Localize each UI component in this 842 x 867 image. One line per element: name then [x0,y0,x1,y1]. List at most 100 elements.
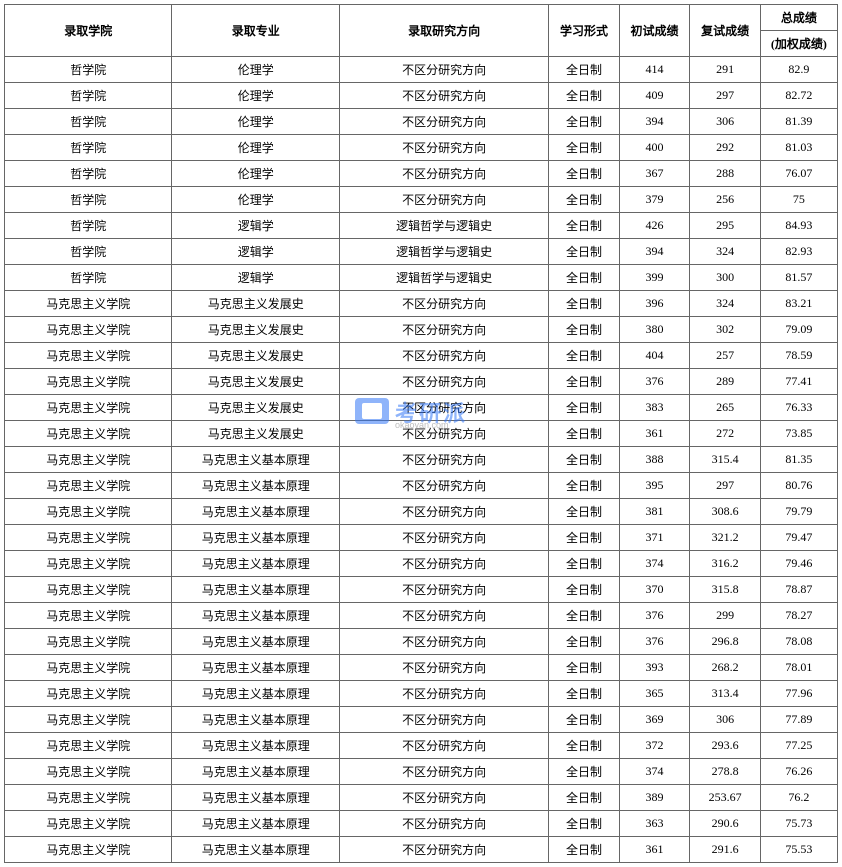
cell-retest-score: 306 [690,707,761,733]
cell-major: 马克思主义基本原理 [172,603,339,629]
cell-retest-score: 315.4 [690,447,761,473]
cell-first-score: 404 [619,343,690,369]
cell-direction: 不区分研究方向 [339,525,548,551]
table-row: 马克思主义学院马克思主义基本原理不区分研究方向全日制370315.878.87 [5,577,838,603]
cell-college: 马克思主义学院 [5,733,172,759]
admission-scores-table: 录取学院 录取专业 录取研究方向 学习形式 初试成绩 复试成绩 总成绩 (加权成… [4,4,838,863]
cell-first-score: 376 [619,369,690,395]
header-major: 录取专业 [172,5,339,57]
cell-first-score: 394 [619,239,690,265]
cell-major: 马克思主义基本原理 [172,551,339,577]
cell-major: 马克思主义发展史 [172,421,339,447]
cell-mode: 全日制 [549,681,620,707]
cell-first-score: 394 [619,109,690,135]
cell-retest-score: 297 [690,473,761,499]
cell-direction: 不区分研究方向 [339,187,548,213]
cell-total-score: 73.85 [760,421,837,447]
header-retest-score: 复试成绩 [690,5,761,57]
cell-total-score: 76.2 [760,785,837,811]
cell-retest-score: 297 [690,83,761,109]
cell-retest-score: 313.4 [690,681,761,707]
table-row: 马克思主义学院马克思主义基本原理不区分研究方向全日制374278.876.26 [5,759,838,785]
cell-first-score: 370 [619,577,690,603]
cell-first-score: 409 [619,83,690,109]
cell-total-score: 79.79 [760,499,837,525]
table-row: 哲学院伦理学不区分研究方向全日制39430681.39 [5,109,838,135]
cell-mode: 全日制 [549,525,620,551]
cell-college: 马克思主义学院 [5,395,172,421]
cell-direction: 不区分研究方向 [339,135,548,161]
cell-total-score: 82.72 [760,83,837,109]
table-row: 马克思主义学院马克思主义发展史不区分研究方向全日制39632483.21 [5,291,838,317]
cell-major: 马克思主义基本原理 [172,707,339,733]
cell-major: 马克思主义基本原理 [172,785,339,811]
cell-retest-score: 299 [690,603,761,629]
cell-direction: 不区分研究方向 [339,603,548,629]
cell-college: 哲学院 [5,57,172,83]
cell-major: 马克思主义基本原理 [172,629,339,655]
cell-college: 马克思主义学院 [5,499,172,525]
header-total-top: 总成绩 [760,5,837,31]
cell-retest-score: 308.6 [690,499,761,525]
cell-major: 马克思主义发展史 [172,395,339,421]
cell-total-score: 84.93 [760,213,837,239]
cell-direction: 不区分研究方向 [339,785,548,811]
cell-major: 伦理学 [172,57,339,83]
cell-first-score: 426 [619,213,690,239]
cell-total-score: 78.08 [760,629,837,655]
table-row: 马克思主义学院马克思主义基本原理不区分研究方向全日制389253.6776.2 [5,785,838,811]
cell-direction: 不区分研究方向 [339,707,548,733]
cell-mode: 全日制 [549,343,620,369]
cell-retest-score: 272 [690,421,761,447]
cell-mode: 全日制 [549,759,620,785]
cell-total-score: 78.27 [760,603,837,629]
cell-total-score: 78.87 [760,577,837,603]
cell-mode: 全日制 [549,733,620,759]
cell-mode: 全日制 [549,109,620,135]
cell-total-score: 80.76 [760,473,837,499]
cell-college: 马克思主义学院 [5,421,172,447]
cell-major: 伦理学 [172,187,339,213]
cell-major: 马克思主义基本原理 [172,681,339,707]
cell-total-score: 77.96 [760,681,837,707]
cell-total-score: 81.57 [760,265,837,291]
cell-first-score: 389 [619,785,690,811]
table-row: 马克思主义学院马克思主义基本原理不区分研究方向全日制381308.679.79 [5,499,838,525]
cell-direction: 不区分研究方向 [339,655,548,681]
cell-direction: 不区分研究方向 [339,291,548,317]
cell-college: 哲学院 [5,239,172,265]
cell-first-score: 374 [619,759,690,785]
cell-mode: 全日制 [549,603,620,629]
cell-college: 马克思主义学院 [5,629,172,655]
cell-total-score: 83.21 [760,291,837,317]
header-total-sub: (加权成绩) [760,31,837,57]
cell-major: 马克思主义基本原理 [172,525,339,551]
table-row: 哲学院逻辑学逻辑哲学与逻辑史全日制39432482.93 [5,239,838,265]
cell-total-score: 75.53 [760,837,837,863]
cell-major: 马克思主义基本原理 [172,473,339,499]
cell-mode: 全日制 [549,187,620,213]
cell-mode: 全日制 [549,811,620,837]
cell-direction: 逻辑哲学与逻辑史 [339,239,548,265]
cell-major: 逻辑学 [172,265,339,291]
cell-total-score: 75 [760,187,837,213]
cell-first-score: 372 [619,733,690,759]
cell-first-score: 376 [619,629,690,655]
cell-first-score: 388 [619,447,690,473]
cell-total-score: 79.09 [760,317,837,343]
table-row: 马克思主义学院马克思主义发展史不区分研究方向全日制38326576.33 [5,395,838,421]
table-row: 马克思主义学院马克思主义基本原理不区分研究方向全日制371321.279.47 [5,525,838,551]
cell-college: 马克思主义学院 [5,473,172,499]
cell-college: 马克思主义学院 [5,603,172,629]
cell-direction: 不区分研究方向 [339,343,548,369]
header-first-score: 初试成绩 [619,5,690,57]
cell-direction: 不区分研究方向 [339,733,548,759]
cell-major: 伦理学 [172,135,339,161]
cell-mode: 全日制 [549,473,620,499]
cell-direction: 不区分研究方向 [339,837,548,863]
cell-major: 马克思主义基本原理 [172,837,339,863]
cell-major: 马克思主义基本原理 [172,577,339,603]
header-mode: 学习形式 [549,5,620,57]
cell-retest-score: 291.6 [690,837,761,863]
table-row: 马克思主义学院马克思主义基本原理不区分研究方向全日制388315.481.35 [5,447,838,473]
